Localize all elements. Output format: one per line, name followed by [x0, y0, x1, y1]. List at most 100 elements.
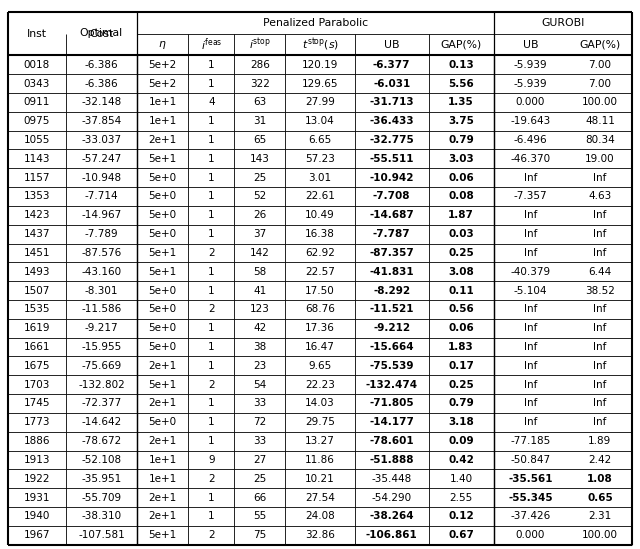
- Text: 5e+0: 5e+0: [148, 173, 177, 183]
- Text: -77.185: -77.185: [511, 436, 550, 446]
- Text: 5e+0: 5e+0: [148, 285, 177, 295]
- Text: 2: 2: [208, 380, 214, 390]
- Text: 22.61: 22.61: [305, 192, 335, 201]
- Text: -71.805: -71.805: [369, 399, 414, 408]
- Text: 1353: 1353: [23, 192, 50, 201]
- Text: 7.00: 7.00: [588, 60, 611, 70]
- Text: 1e+1: 1e+1: [148, 97, 177, 108]
- Text: 1: 1: [208, 417, 214, 427]
- Text: 7.00: 7.00: [588, 79, 611, 88]
- Text: -11.521: -11.521: [369, 304, 414, 315]
- Text: 0.56: 0.56: [448, 304, 474, 315]
- Text: $t^{\mathrm{stop}}(s)$: $t^{\mathrm{stop}}(s)$: [301, 36, 339, 53]
- Text: 0.09: 0.09: [448, 436, 474, 446]
- Text: 5e+2: 5e+2: [148, 60, 177, 70]
- Text: 26: 26: [253, 210, 266, 220]
- Text: 0.65: 0.65: [587, 492, 613, 502]
- Text: -41.831: -41.831: [369, 267, 414, 277]
- Text: -35.448: -35.448: [372, 474, 412, 484]
- Text: Inf: Inf: [524, 380, 537, 390]
- Text: 1143: 1143: [23, 154, 50, 164]
- Text: -5.104: -5.104: [514, 285, 547, 295]
- Text: UB: UB: [523, 40, 538, 49]
- Text: GUROBI: GUROBI: [541, 18, 584, 28]
- Text: 33: 33: [253, 436, 266, 446]
- Text: 123: 123: [250, 304, 270, 315]
- Text: 2.31: 2.31: [588, 511, 612, 522]
- Text: Inf: Inf: [524, 361, 537, 371]
- Text: 5e+0: 5e+0: [148, 229, 177, 239]
- Text: -132.802: -132.802: [78, 380, 125, 390]
- Text: 25: 25: [253, 474, 266, 484]
- Text: 63: 63: [253, 97, 266, 108]
- Text: 57.23: 57.23: [305, 154, 335, 164]
- Text: Inf: Inf: [524, 248, 537, 258]
- Text: 1913: 1913: [23, 455, 50, 465]
- Text: 1055: 1055: [24, 135, 50, 145]
- Text: 22.23: 22.23: [305, 380, 335, 390]
- Text: 1: 1: [208, 492, 214, 502]
- Text: 2: 2: [208, 248, 214, 258]
- Text: Inf: Inf: [593, 323, 607, 333]
- Text: 48.11: 48.11: [585, 116, 615, 126]
- Text: -7.708: -7.708: [373, 192, 410, 201]
- Text: Inf: Inf: [593, 173, 607, 183]
- Text: 0.03: 0.03: [448, 229, 474, 239]
- Text: -6.031: -6.031: [373, 79, 410, 88]
- Text: 143: 143: [250, 154, 270, 164]
- Text: 5e+1: 5e+1: [148, 267, 177, 277]
- Text: 2e+1: 2e+1: [148, 361, 177, 371]
- Text: -10.942: -10.942: [369, 173, 414, 183]
- Text: 1423: 1423: [23, 210, 50, 220]
- Text: -51.888: -51.888: [369, 455, 414, 465]
- Text: 1e+1: 1e+1: [148, 455, 177, 465]
- Text: -14.177: -14.177: [369, 417, 414, 427]
- Text: 1.35: 1.35: [448, 97, 474, 108]
- Text: -7.787: -7.787: [373, 229, 410, 239]
- Text: 75: 75: [253, 530, 266, 540]
- Text: Inf: Inf: [524, 304, 537, 315]
- Text: -40.379: -40.379: [511, 267, 550, 277]
- Text: 31: 31: [253, 116, 266, 126]
- Text: 0.000: 0.000: [516, 97, 545, 108]
- Text: 54: 54: [253, 380, 266, 390]
- Text: 1: 1: [208, 267, 214, 277]
- Text: 1: 1: [208, 60, 214, 70]
- Text: 72: 72: [253, 417, 266, 427]
- Text: -11.586: -11.586: [81, 304, 122, 315]
- Text: -19.643: -19.643: [511, 116, 550, 126]
- Text: -5.939: -5.939: [514, 79, 547, 88]
- Text: 38.52: 38.52: [585, 285, 615, 295]
- Text: 1967: 1967: [23, 530, 50, 540]
- Text: 0.08: 0.08: [448, 192, 474, 201]
- Text: -50.847: -50.847: [511, 455, 550, 465]
- Text: -5.939: -5.939: [514, 60, 547, 70]
- Text: 0.79: 0.79: [448, 135, 474, 145]
- Text: 1: 1: [208, 511, 214, 522]
- Text: 1745: 1745: [23, 399, 50, 408]
- Text: 120.19: 120.19: [302, 60, 338, 70]
- Text: 1: 1: [208, 361, 214, 371]
- Text: 1.83: 1.83: [448, 342, 474, 352]
- Text: 0.06: 0.06: [448, 173, 474, 183]
- Text: Penalized Parabolic: Penalized Parabolic: [263, 18, 368, 28]
- Text: -7.789: -7.789: [84, 229, 118, 239]
- Text: Inf: Inf: [524, 173, 537, 183]
- Text: 1661: 1661: [23, 342, 50, 352]
- Text: 5e+0: 5e+0: [148, 417, 177, 427]
- Text: 16.47: 16.47: [305, 342, 335, 352]
- Text: 1535: 1535: [23, 304, 50, 315]
- Text: -6.386: -6.386: [84, 79, 118, 88]
- Text: 1.87: 1.87: [448, 210, 474, 220]
- Text: -106.861: -106.861: [366, 530, 417, 540]
- Text: 322: 322: [250, 79, 270, 88]
- Text: 1: 1: [208, 154, 214, 164]
- Text: 17.36: 17.36: [305, 323, 335, 333]
- Text: 9.65: 9.65: [308, 361, 332, 371]
- Text: 23: 23: [253, 361, 266, 371]
- Text: 5e+0: 5e+0: [148, 192, 177, 201]
- Text: 5e+1: 5e+1: [148, 154, 177, 164]
- Text: 3.18: 3.18: [448, 417, 474, 427]
- Text: -35.951: -35.951: [81, 474, 122, 484]
- Text: -33.037: -33.037: [81, 135, 122, 145]
